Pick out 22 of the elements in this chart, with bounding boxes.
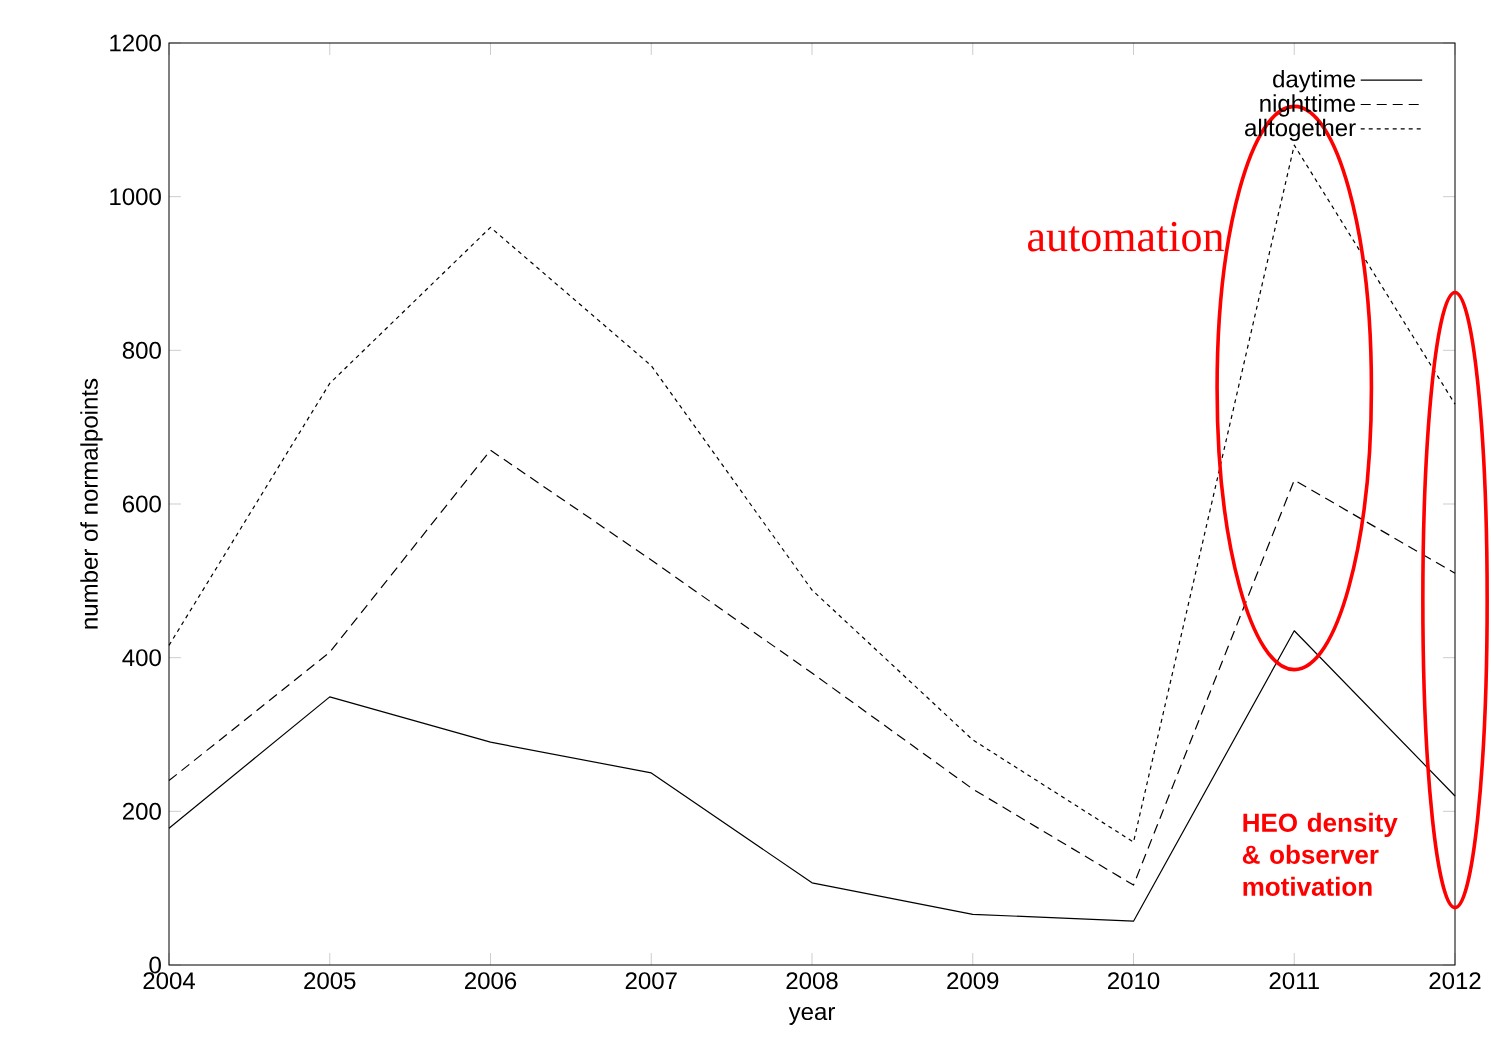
y-tick-label: 1000	[110, 188, 161, 206]
legend-label: nighttime	[1260, 94, 1356, 117]
x-tick-label: 2005	[304, 972, 356, 990]
x-tick-label: 2007	[625, 972, 677, 990]
x-tick-label: 2011	[1269, 972, 1319, 990]
y-tick-label: 400	[122, 649, 161, 667]
y-tick-label: 0	[149, 956, 161, 974]
x-tick-label: 2012	[1429, 972, 1481, 990]
legend-label: daytime	[1273, 69, 1356, 93]
x-axis-title: year	[788, 1006, 835, 1025]
annotation: automation	[1028, 221, 1224, 252]
y-axis-title: number of normalpoints	[80, 378, 103, 629]
annotation: HEO density & observer motivation	[1242, 812, 1398, 896]
x-tick-label: 2009	[947, 972, 999, 990]
y-tick-label: 1200	[110, 34, 161, 52]
y-tick-label: 800	[122, 341, 161, 359]
y-tick-label: 200	[122, 802, 161, 820]
y-tick-label: 600	[123, 495, 161, 513]
x-tick-label: 2004	[143, 972, 195, 990]
x-tick-label: 2008	[786, 972, 838, 990]
x-tick-label: 2010	[1108, 972, 1160, 990]
x-tick-label: 2006	[465, 972, 517, 990]
